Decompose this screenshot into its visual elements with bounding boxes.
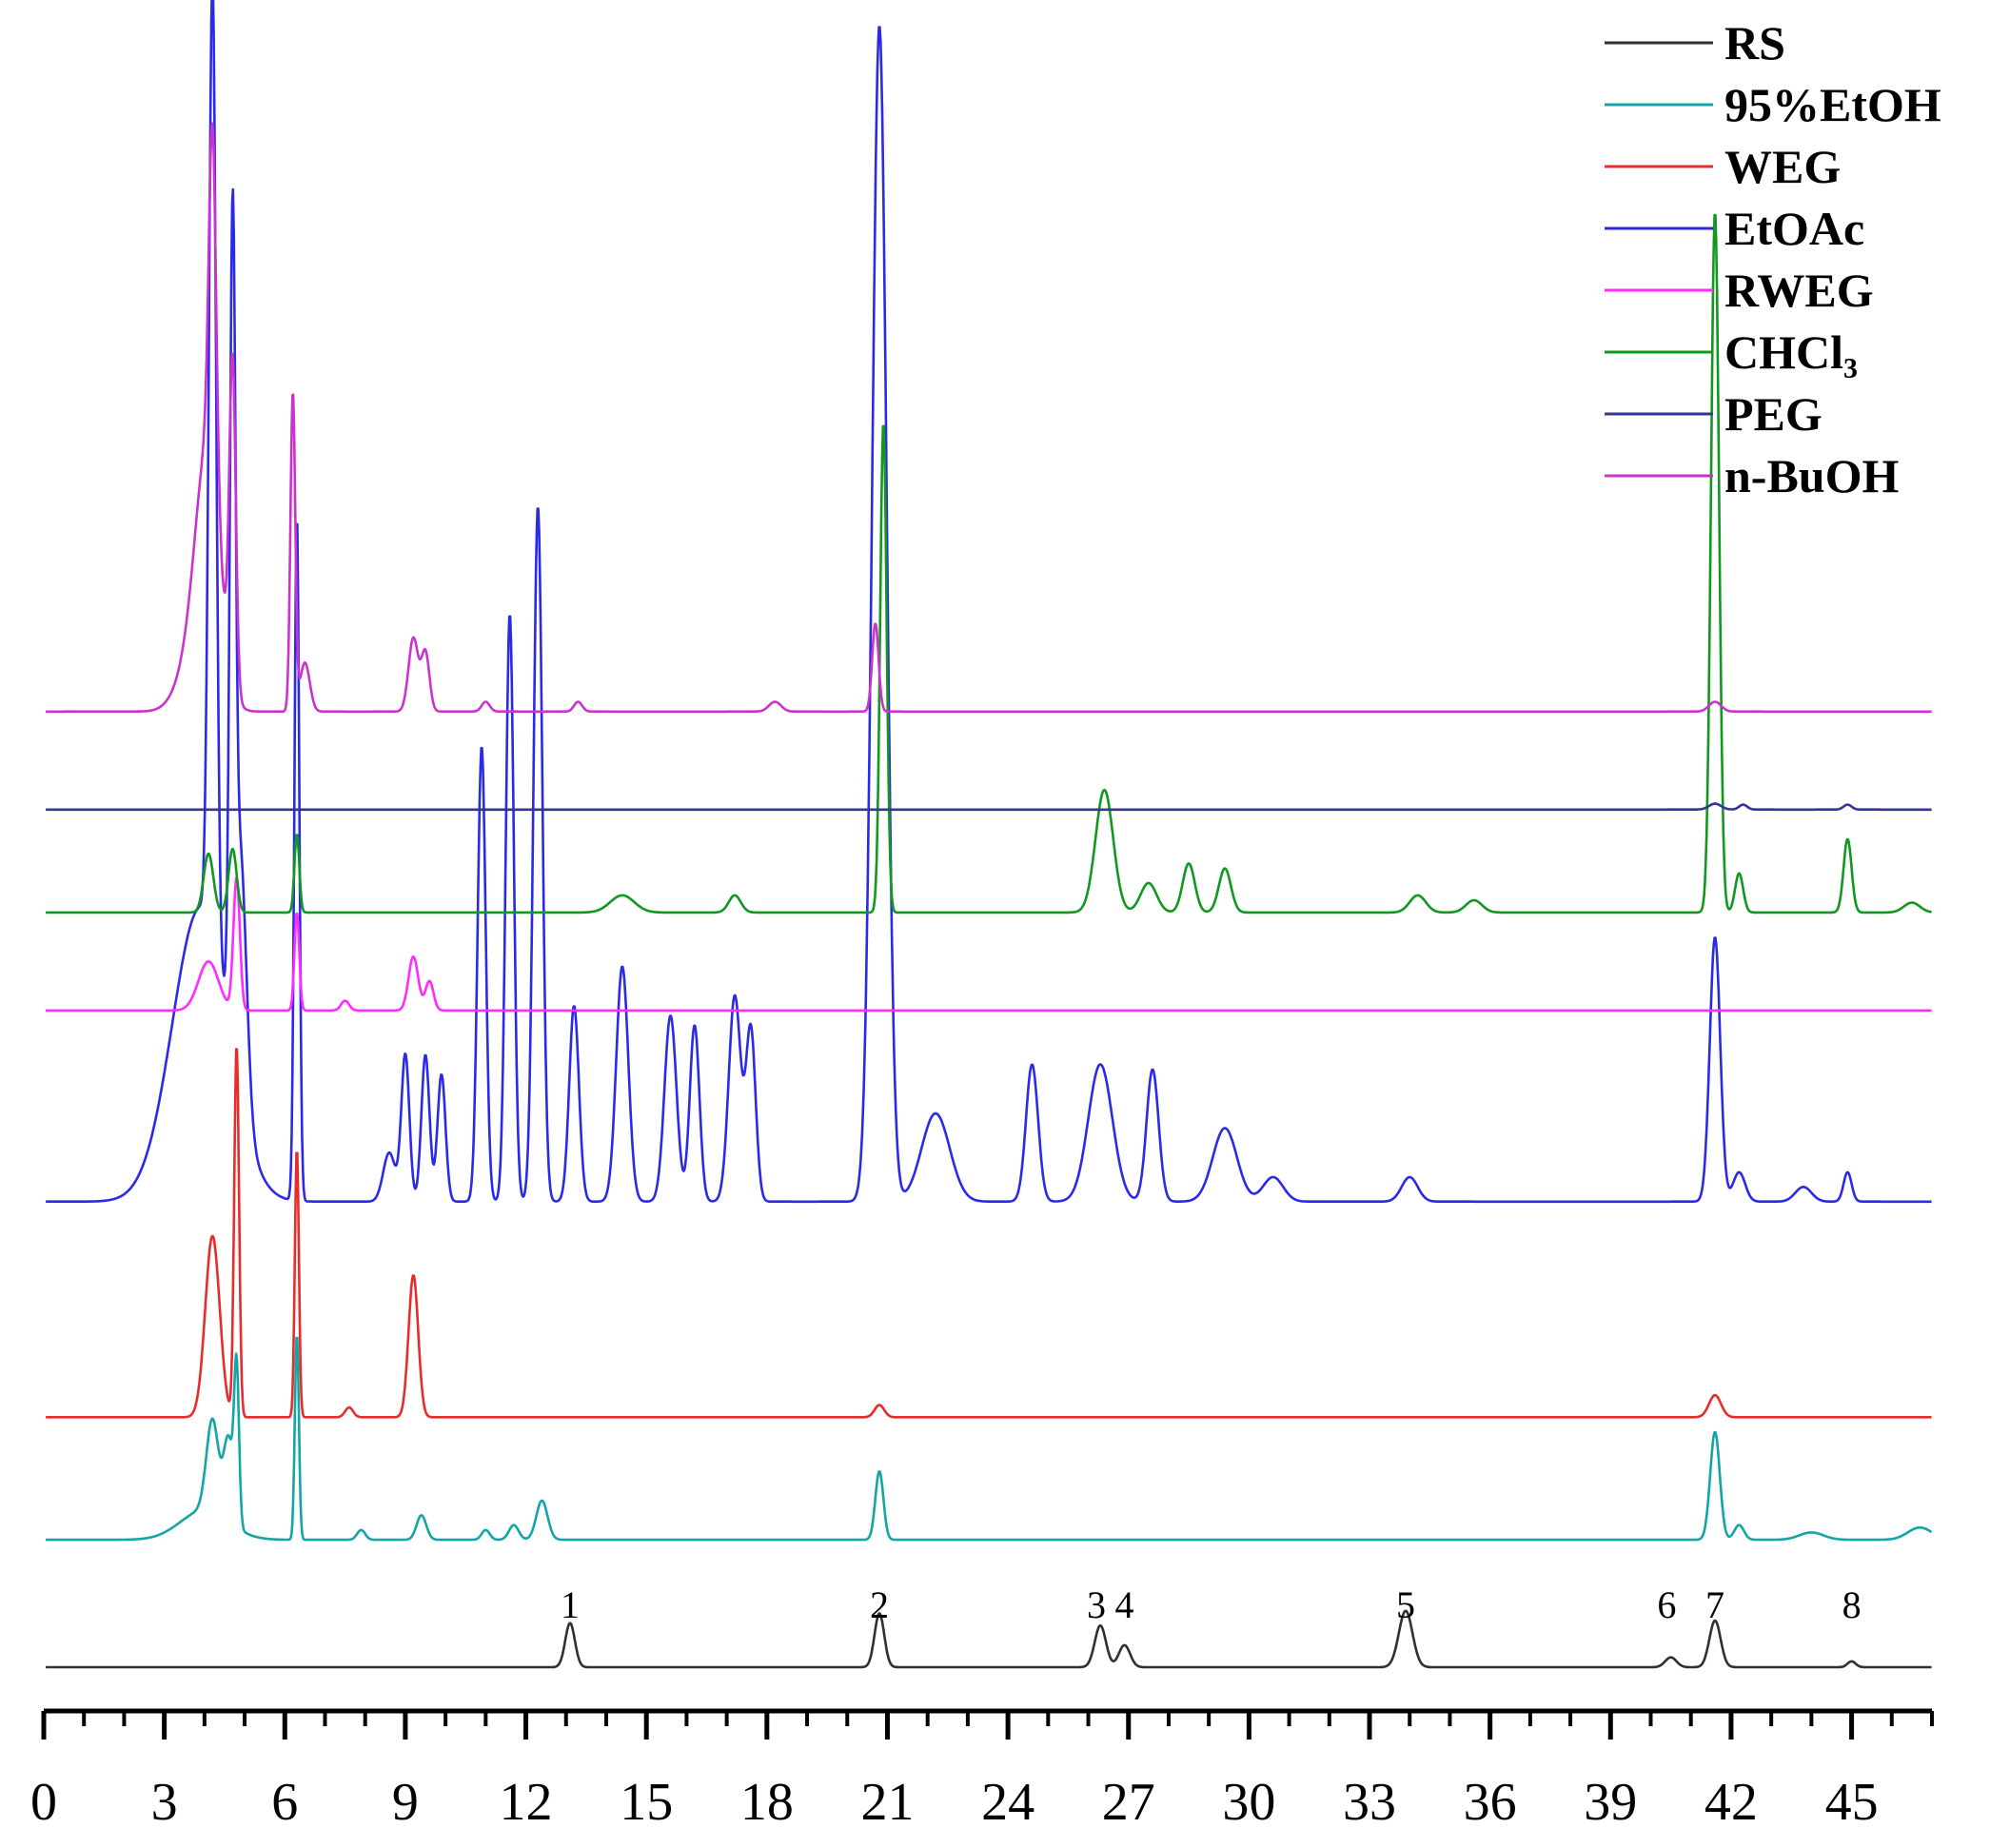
trace-n-buoh <box>45 122 1932 714</box>
peak-label-6: 6 <box>1657 1583 1676 1626</box>
legend-label-peg: PEG <box>1724 387 1823 441</box>
trace-etoac <box>45 0 1932 1204</box>
x-tick-label-36: 36 <box>1464 1773 1517 1832</box>
legend-label-rweg: RWEG <box>1724 264 1874 317</box>
x-tick-label-24: 24 <box>981 1773 1034 1832</box>
x-tick-label-45: 45 <box>1825 1773 1879 1832</box>
legend: RS 95%EtOH WEG EtOAc RWEG CHCl₃ PEG n-BuOH <box>1605 16 1941 502</box>
legend-label-weg: WEG <box>1724 140 1841 193</box>
x-tick-label-39: 39 <box>1584 1773 1637 1832</box>
trace-weg <box>45 1048 1932 1419</box>
legend-label-etoac: EtOAc <box>1724 202 1864 255</box>
x-tick-label-9: 9 <box>392 1773 419 1832</box>
x-tick-label-33: 33 <box>1343 1773 1396 1832</box>
trace-peg <box>45 802 1932 812</box>
x-tick-label-42: 42 <box>1704 1773 1758 1832</box>
trace-rweg <box>45 876 1932 1012</box>
peak-label-8: 8 <box>1842 1583 1862 1626</box>
peak-label-7: 7 <box>1705 1583 1724 1626</box>
x-tick-label-21: 21 <box>860 1773 914 1832</box>
trace-rs <box>45 1609 1932 1669</box>
x-tick-label-27: 27 <box>1102 1773 1155 1832</box>
trace-95-etoh <box>45 1336 1933 1542</box>
chromatogram-traces <box>45 0 1933 1669</box>
x-tick-label-3: 3 <box>151 1773 178 1832</box>
legend-label-95-etoh: 95%EtOH <box>1724 78 1941 131</box>
x-tick-label-0: 0 <box>30 1773 57 1832</box>
x-tick-label-6: 6 <box>271 1773 298 1832</box>
trace-chcl <box>45 213 1932 914</box>
peak-label-1: 1 <box>561 1583 580 1626</box>
peak-label-5: 5 <box>1396 1583 1415 1626</box>
x-axis: 0 3 6 9 12 15 18 21 24 27 30 33 36 39 42 45 <box>30 1708 1934 1832</box>
legend-label-chcl: CHCl₃ <box>1724 325 1858 379</box>
peak-label-3: 3 <box>1087 1583 1106 1626</box>
x-tick-label-30: 30 <box>1222 1773 1275 1832</box>
x-tick-label-15: 15 <box>620 1773 673 1832</box>
x-tick-label-18: 18 <box>740 1773 794 1832</box>
peak-label-2: 2 <box>870 1583 889 1626</box>
legend-label-n-buoh: n-BuOH <box>1724 449 1900 502</box>
x-tick-label-12: 12 <box>500 1773 553 1832</box>
legend-label-rs: RS <box>1724 16 1785 69</box>
peak-label-4: 4 <box>1115 1583 1134 1626</box>
